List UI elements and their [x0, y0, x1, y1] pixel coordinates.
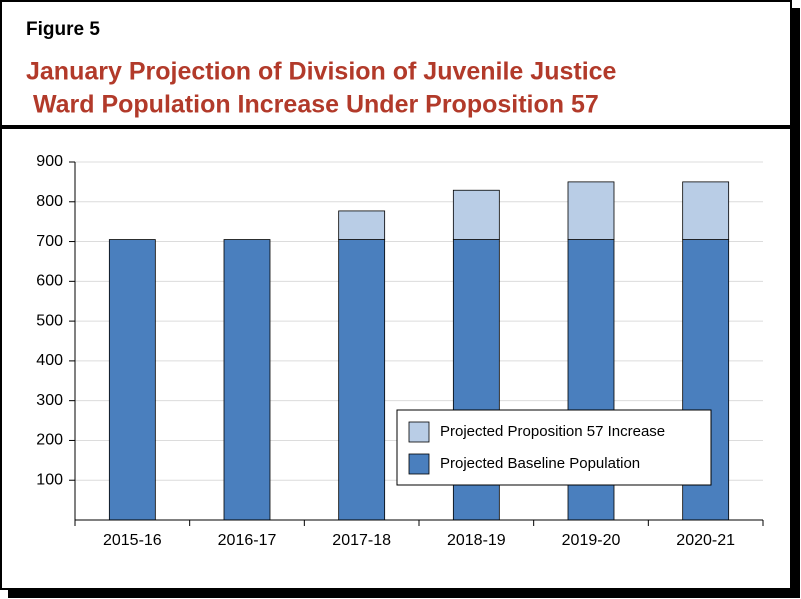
figure-label: Figure 5 [26, 19, 100, 40]
x-tick-label: 2015-16 [103, 532, 162, 549]
x-tick-label: 2018-19 [447, 532, 506, 549]
bar-segment [682, 181, 730, 240]
legend [396, 409, 712, 486]
legend-label: Projected Proposition 57 Increase [440, 423, 665, 440]
chart-title: January Projection of Division of Juveni… [26, 58, 617, 86]
y-tick-label: 300 [36, 392, 63, 409]
y-tick-label: 700 [36, 233, 63, 250]
x-tick-label: 2017-18 [332, 532, 391, 549]
y-tick-label: 200 [36, 432, 63, 449]
bar-segment [338, 239, 386, 521]
y-tick-label: 900 [36, 153, 63, 170]
x-tick-label: 2016-17 [218, 532, 277, 549]
bar-segment [452, 189, 500, 240]
y-tick-label: 100 [36, 471, 63, 488]
y-tick-label: 600 [36, 273, 63, 290]
y-tick-label: 400 [36, 352, 63, 369]
x-tick-label: 2020-21 [676, 532, 735, 549]
y-tick-label: 500 [36, 312, 63, 329]
chart-title: Ward Population Increase Under Propositi… [26, 91, 599, 119]
y-tick-label: 800 [36, 193, 63, 210]
bar-segment [567, 181, 615, 240]
bar-segment [223, 239, 271, 521]
x-tick-label: 2019-20 [562, 532, 621, 549]
legend-swatch [408, 453, 430, 475]
bar-segment [108, 239, 156, 521]
legend-label: Projected Baseline Population [440, 455, 640, 472]
legend-swatch [408, 421, 430, 443]
bar-segment [338, 210, 386, 240]
